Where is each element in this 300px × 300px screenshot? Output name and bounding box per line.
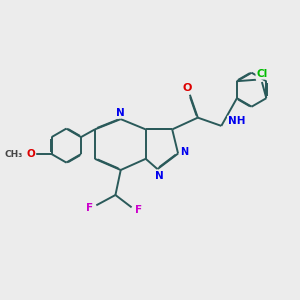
Text: F: F [86,203,93,213]
Text: N: N [154,171,163,181]
Text: N: N [181,147,189,157]
Text: N: N [116,108,125,118]
Text: F: F [134,205,142,215]
Text: CH₃: CH₃ [4,150,22,159]
Text: O: O [27,149,35,159]
Text: Cl: Cl [256,69,268,79]
Text: O: O [183,83,192,93]
Text: NH: NH [228,116,245,127]
